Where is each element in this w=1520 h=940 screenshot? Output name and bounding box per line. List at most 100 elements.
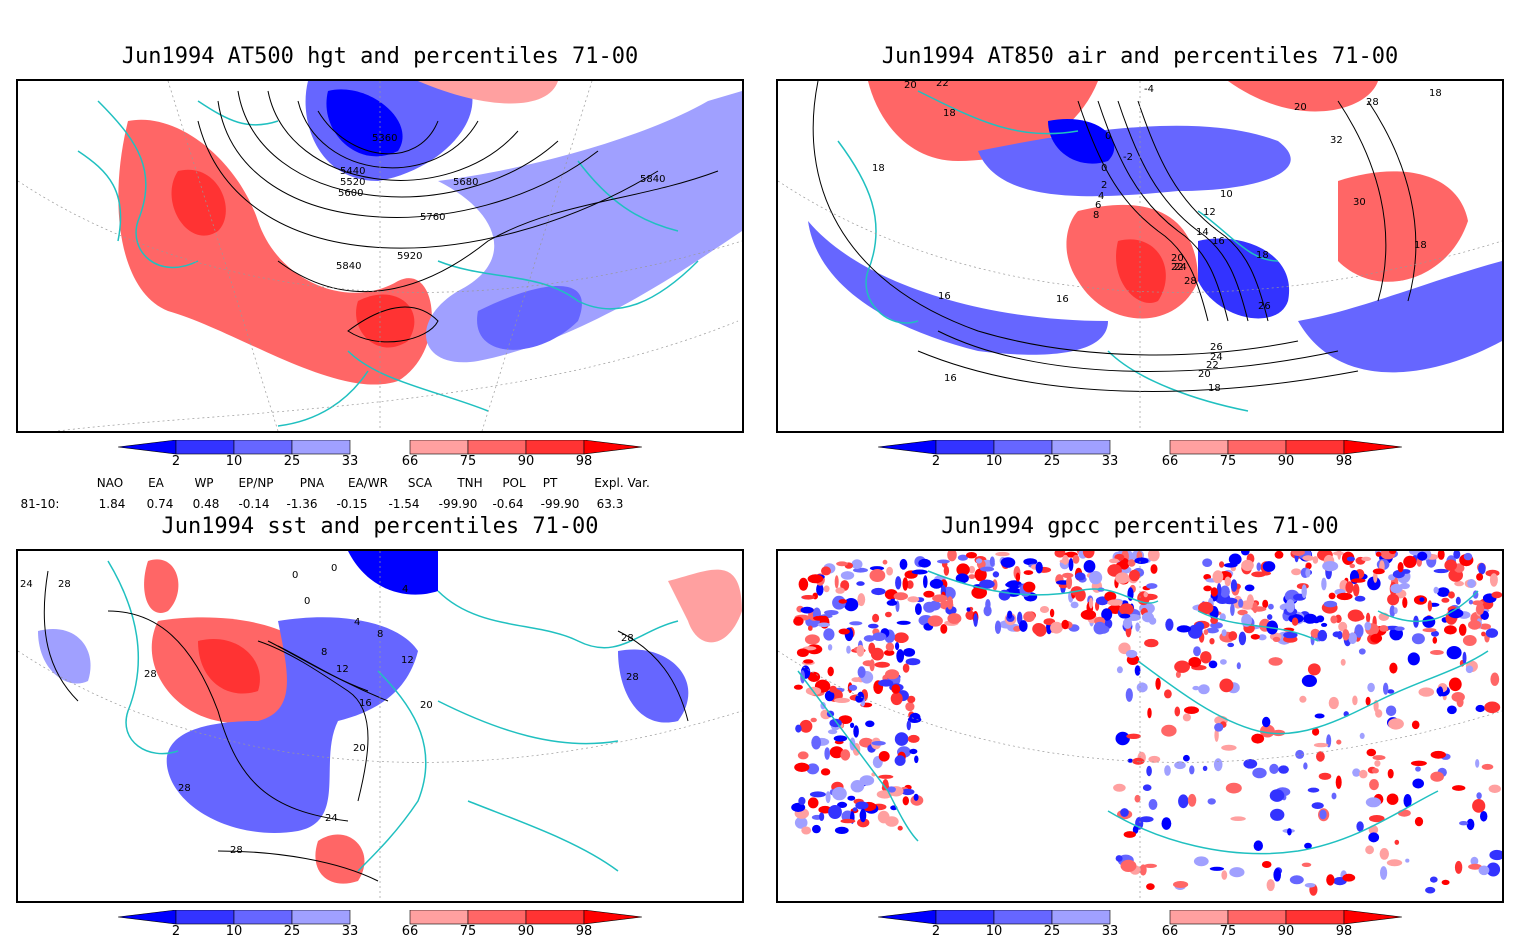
precip-cell bbox=[915, 603, 922, 615]
precip-cell bbox=[868, 623, 879, 629]
precip-cell bbox=[1270, 808, 1285, 821]
contour-label: 5440 bbox=[340, 166, 365, 177]
contour-label: 4 bbox=[402, 584, 408, 595]
contour-label: 18 bbox=[1429, 88, 1442, 99]
precip-cell bbox=[1364, 621, 1372, 631]
precip-cell bbox=[1202, 558, 1213, 567]
precip-cell bbox=[1317, 629, 1328, 642]
precip-cell bbox=[1365, 696, 1371, 706]
precip-cell bbox=[1444, 559, 1457, 571]
precip-cell bbox=[887, 786, 896, 793]
tele-value: 63.3 bbox=[596, 497, 624, 511]
precip-cell bbox=[837, 801, 848, 808]
precip-cell bbox=[1174, 706, 1181, 717]
precip-cell bbox=[1203, 629, 1209, 635]
precip-cell bbox=[812, 824, 821, 834]
precip-cell bbox=[1268, 603, 1274, 610]
precip-cell bbox=[1132, 825, 1139, 834]
precip-cell bbox=[894, 732, 909, 746]
precip-cell bbox=[853, 725, 859, 738]
colorbar-label: 33 bbox=[1101, 454, 1119, 469]
colorbar-swatch bbox=[525, 909, 585, 925]
precip-cell bbox=[1219, 561, 1225, 568]
contour-label: 5360 bbox=[372, 133, 397, 144]
precip-cell bbox=[1214, 723, 1224, 732]
precip-cell bbox=[983, 605, 992, 617]
precip-cell bbox=[1035, 561, 1043, 574]
precip-cell bbox=[884, 816, 899, 827]
precip-cell bbox=[1399, 582, 1410, 590]
precip-cell bbox=[1437, 551, 1445, 560]
map-sst: 24 28 28 28 0 0 0 4 4 8 8 12 12 16 20 20… bbox=[16, 549, 744, 903]
precip-cell bbox=[871, 587, 886, 596]
colorbar-label: 90 bbox=[517, 454, 535, 469]
precip-cell bbox=[1383, 682, 1389, 695]
precip-cell bbox=[1176, 625, 1192, 633]
precip-cell bbox=[1397, 562, 1404, 573]
precip-cell bbox=[1269, 763, 1279, 774]
precip-cell bbox=[1109, 558, 1120, 564]
precip-cell bbox=[821, 566, 831, 576]
map-gpcc bbox=[776, 549, 1504, 903]
panel-title-gpcc: Jun1994 gpcc percentiles 71-00 bbox=[941, 514, 1339, 539]
colorbar-swatch bbox=[175, 909, 235, 925]
precip-cell bbox=[1337, 551, 1342, 560]
colorbar-swatch bbox=[935, 909, 995, 925]
precip-cell bbox=[992, 571, 1000, 578]
precip-cell bbox=[1475, 759, 1480, 768]
precip-cell bbox=[1210, 587, 1218, 597]
precip-cell bbox=[1214, 728, 1219, 742]
percentile-shading bbox=[808, 81, 1502, 373]
tele-header: TNH bbox=[457, 476, 483, 490]
precip-cell bbox=[838, 628, 850, 635]
colorbar-label: 25 bbox=[283, 924, 301, 939]
contour-label: 26 bbox=[1210, 342, 1223, 353]
precip-cell bbox=[1371, 768, 1379, 774]
colorbar-swatch bbox=[1169, 909, 1229, 925]
panel-title-hgt500: Jun1994 AT500 hgt and percentiles 71-00 bbox=[121, 44, 639, 69]
precip-cell bbox=[1285, 599, 1295, 613]
colorbar-label: 66 bbox=[401, 454, 419, 469]
precip-cell bbox=[1385, 705, 1397, 717]
contour-label: 12 bbox=[1203, 207, 1216, 218]
precip-cell bbox=[1251, 571, 1266, 578]
precip-cell bbox=[947, 613, 962, 624]
precip-cell bbox=[804, 634, 820, 645]
precip-cell bbox=[1316, 615, 1325, 623]
precip-cell bbox=[1183, 754, 1190, 762]
precip-cell bbox=[1289, 875, 1304, 885]
contour-label: 24 bbox=[1174, 262, 1187, 273]
precip-cell bbox=[943, 565, 950, 576]
precip-cell bbox=[1262, 561, 1276, 572]
contour-label: 10 bbox=[1220, 189, 1233, 200]
graticule bbox=[778, 551, 1502, 901]
precip-cell bbox=[1127, 559, 1136, 567]
precip-cell bbox=[1415, 766, 1421, 772]
tele-value: -1.54 bbox=[388, 497, 420, 511]
precip-cell bbox=[923, 590, 935, 598]
precip-cell bbox=[1291, 568, 1302, 576]
precip-cell bbox=[1119, 613, 1131, 619]
precip-cell bbox=[955, 573, 969, 584]
precip-cell bbox=[801, 595, 816, 600]
coastlines bbox=[837, 90, 1279, 412]
precip-cell bbox=[1139, 864, 1147, 876]
precip-cell bbox=[1422, 628, 1437, 633]
precip-cell bbox=[1093, 621, 1107, 635]
precip-cell bbox=[869, 566, 885, 571]
tele-value: -1.36 bbox=[286, 497, 318, 511]
precip-cell bbox=[1322, 561, 1339, 572]
precip-cell bbox=[1480, 811, 1488, 822]
colorbar-swatch bbox=[233, 439, 293, 455]
precip-cell bbox=[1468, 863, 1482, 870]
colorbar-label: 2 bbox=[171, 924, 181, 939]
precip-cell bbox=[1417, 551, 1428, 561]
precip-cell bbox=[1365, 845, 1374, 855]
precip-cell bbox=[1219, 678, 1234, 693]
precip-cell bbox=[1148, 755, 1161, 763]
precip-cell bbox=[838, 715, 853, 724]
tele-value: 0.74 bbox=[146, 497, 174, 511]
precip-cell bbox=[1380, 866, 1388, 880]
precip-cell bbox=[1345, 581, 1354, 594]
precip-cell bbox=[1175, 671, 1181, 678]
